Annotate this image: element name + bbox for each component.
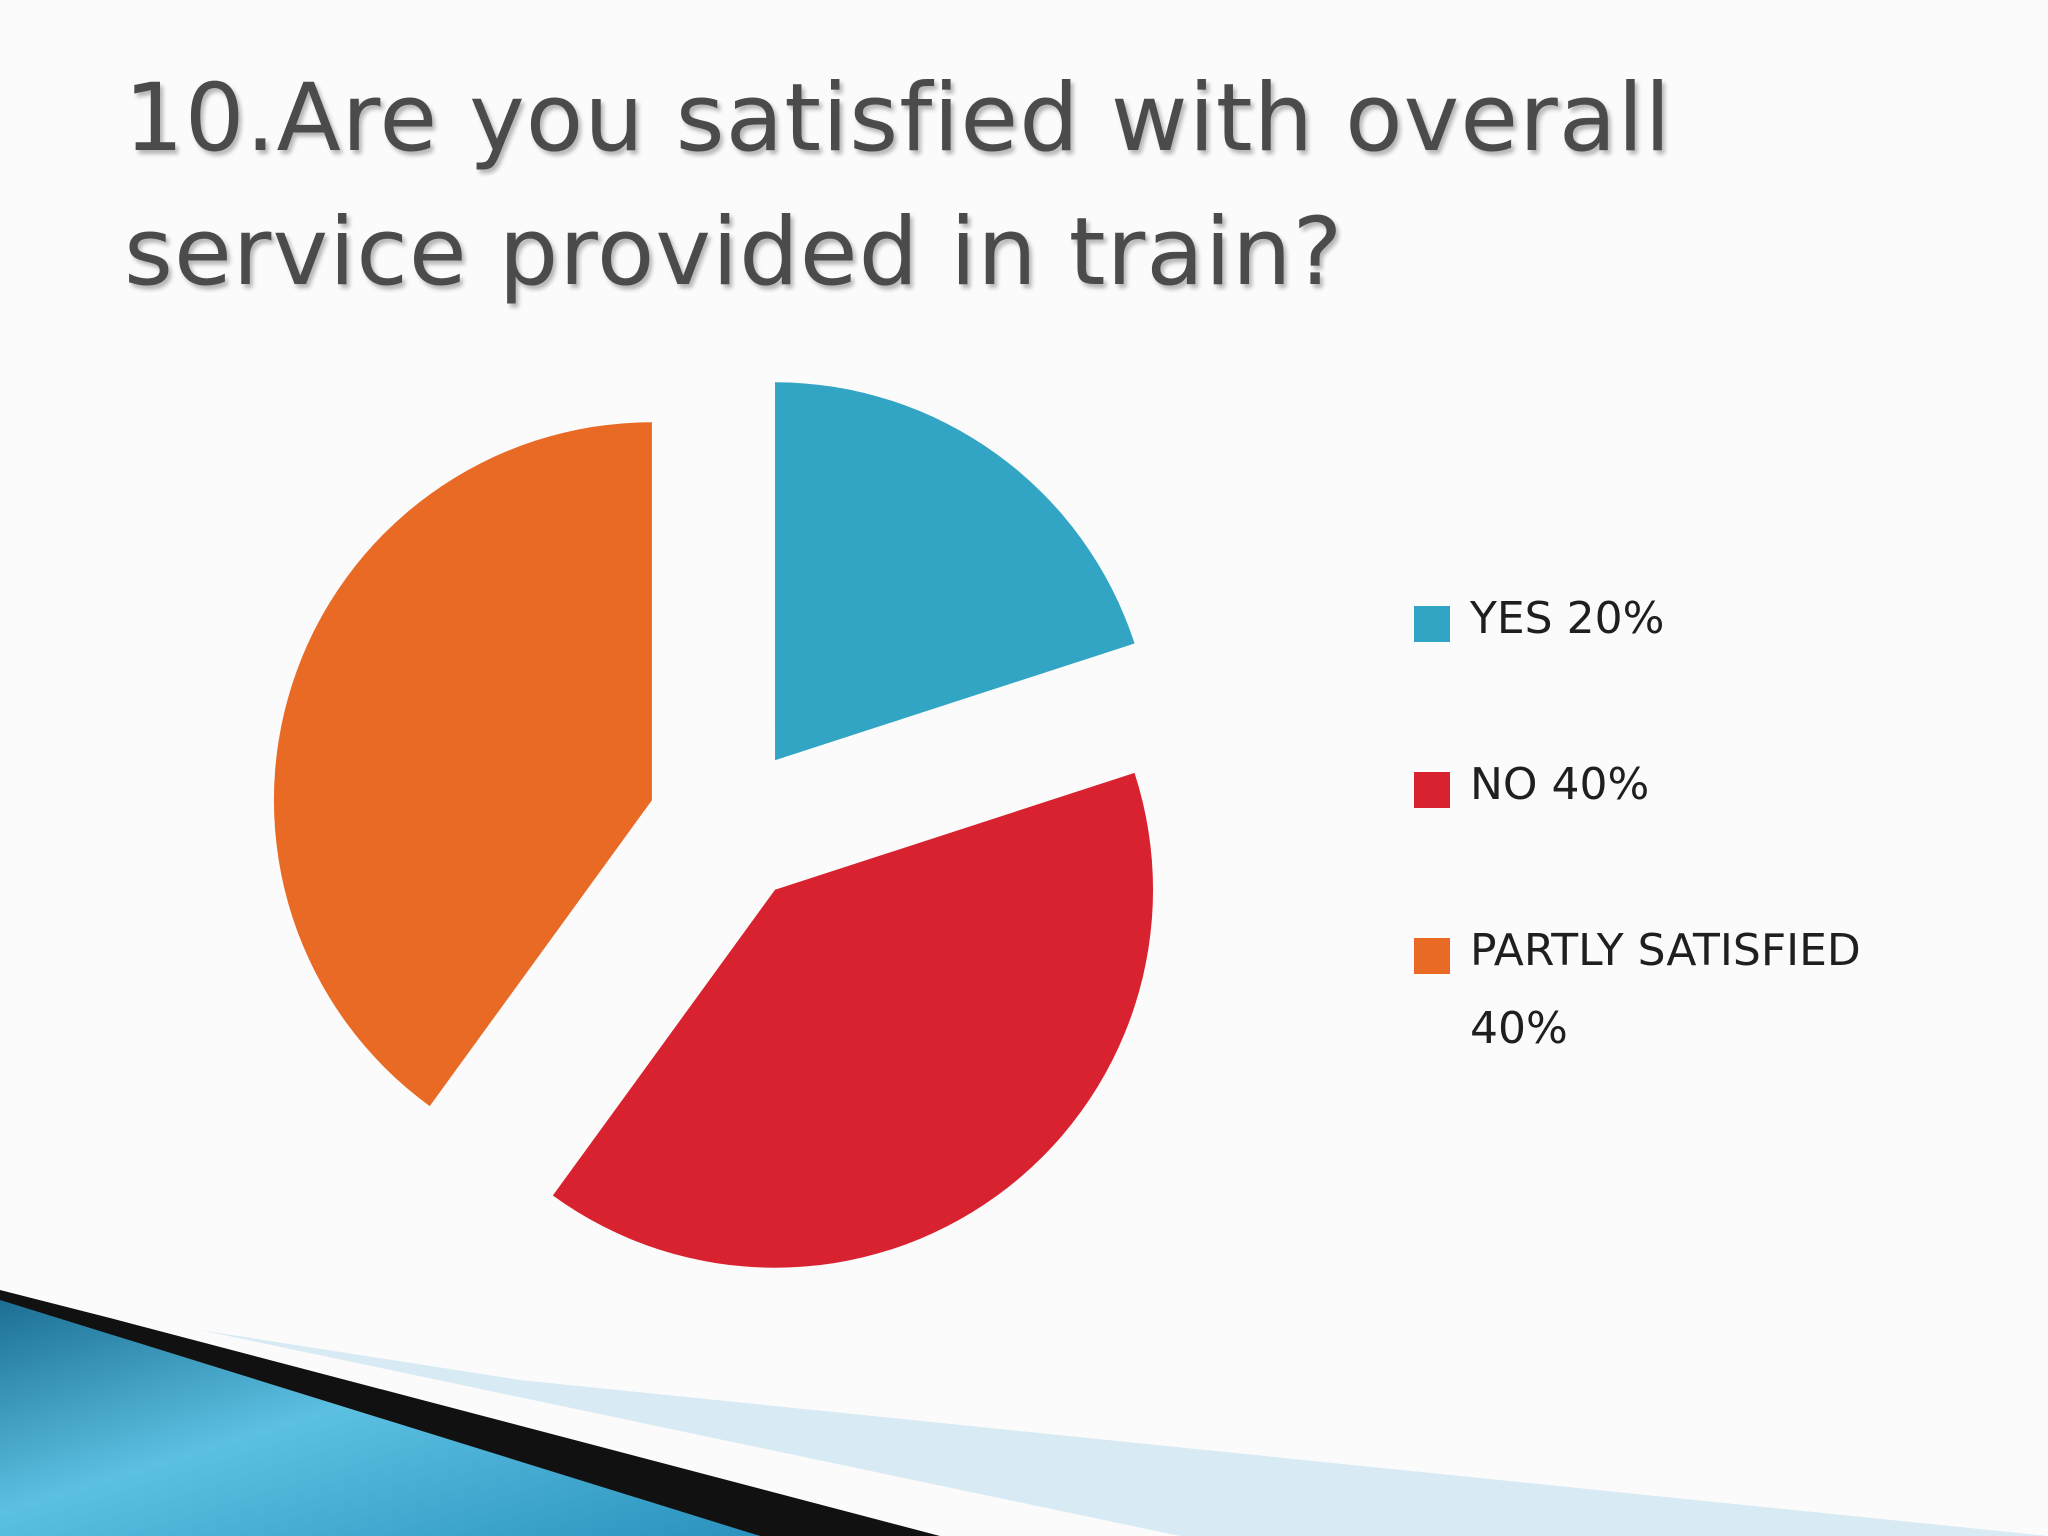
legend-item-yes: YES 20%: [1414, 580, 1974, 658]
chart-legend: YES 20% NO 40% PARTLY SATISFIED 40%: [1414, 580, 1974, 1156]
legend-label-partly-satisfied: PARTLY SATISFIED 40%: [1470, 925, 1861, 1054]
ribbon-blue-band: [0, 1300, 760, 1536]
legend-swatch-yes: [1414, 606, 1450, 642]
pie-slice-partly-satisfied: [273, 422, 652, 1107]
legend-item-partly-satisfied: PARTLY SATISFIED 40%: [1414, 912, 1974, 1068]
pie-slice-yes: [775, 382, 1135, 761]
legend-label-no: NO 40%: [1470, 759, 1650, 810]
legend-swatch-partly-satisfied: [1414, 938, 1450, 974]
legend-swatch-no: [1414, 772, 1450, 808]
legend-item-no: NO 40%: [1414, 746, 1974, 824]
ribbon-light-stripe: [200, 1330, 2048, 1536]
legend-label-yes: YES 20%: [1470, 593, 1665, 644]
slide-title: 10.Are you satisfied with overall servic…: [124, 64, 1672, 307]
ribbon-black-stripe: [0, 1290, 940, 1536]
pie-slice-no: [552, 772, 1154, 1268]
